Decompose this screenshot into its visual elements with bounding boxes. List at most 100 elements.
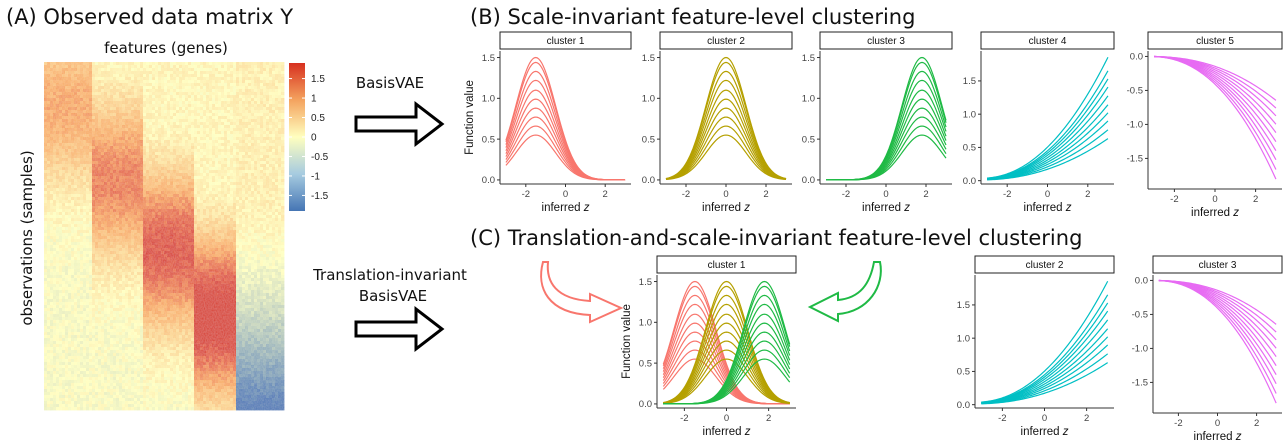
heatmap-cell <box>110 113 114 117</box>
heatmap-cell <box>65 65 69 69</box>
heatmap-cell <box>203 188 207 192</box>
heatmap-cell <box>125 80 129 84</box>
heatmap-cell <box>98 185 102 189</box>
heatmap-cell <box>71 143 75 147</box>
heatmap-cell <box>230 203 234 207</box>
heatmap-cell <box>44 212 48 216</box>
heatmap-cell <box>59 107 63 111</box>
heatmap-cell <box>113 197 117 201</box>
heatmap-cell <box>62 146 66 150</box>
heatmap-cell <box>65 68 69 72</box>
heatmap-cell <box>191 242 195 246</box>
heatmap-cell <box>200 224 204 228</box>
heatmap-cell <box>191 212 195 216</box>
heatmap-cell <box>98 68 102 72</box>
heatmap-cell <box>245 71 249 75</box>
heatmap-cell <box>221 143 225 147</box>
heatmap-cell <box>218 173 222 177</box>
heatmap-cell <box>86 149 90 153</box>
heatmap-cell <box>155 104 159 108</box>
heatmap-cell <box>80 80 84 84</box>
heatmap-cell <box>218 107 222 111</box>
heatmap-cell <box>254 128 258 132</box>
heatmap-cell <box>62 188 66 192</box>
heatmap-cell <box>167 83 171 87</box>
heatmap-cell <box>194 83 198 87</box>
heatmap-cell <box>131 134 135 138</box>
heatmap-cell <box>164 68 168 72</box>
heatmap-cell <box>179 89 183 93</box>
heatmap-cell <box>200 92 204 96</box>
heatmap-cell <box>44 170 48 174</box>
heatmap-cell <box>203 119 207 123</box>
heatmap-cell <box>209 230 213 234</box>
heatmap-cell <box>116 218 120 222</box>
heatmap-cell <box>134 77 138 81</box>
heatmap-cell <box>209 233 213 237</box>
heatmap-cell <box>134 245 138 249</box>
heatmap-cell <box>74 143 78 147</box>
heatmap-cell <box>62 161 66 165</box>
heatmap-cell <box>71 155 75 159</box>
heatmap-cell <box>170 131 174 135</box>
heatmap-cell <box>185 182 189 186</box>
heatmap-cell <box>77 116 81 120</box>
heatmap-cell <box>239 161 243 165</box>
heatmap-cell <box>164 242 168 246</box>
heatmap-cell <box>68 134 72 138</box>
heatmap-cell <box>260 182 264 186</box>
heatmap-cell <box>113 74 117 78</box>
heatmap-cell <box>50 119 54 123</box>
heatmap-cell <box>236 236 240 240</box>
heatmap-cell <box>137 80 141 84</box>
heatmap-cell <box>152 197 156 201</box>
heatmap-cell <box>242 236 246 240</box>
heatmap-cell <box>218 101 222 105</box>
heatmap-cell <box>266 62 270 66</box>
heatmap-cell <box>257 149 261 153</box>
heatmap-cell <box>212 83 216 87</box>
heatmap-cell <box>227 185 231 189</box>
heatmap-cell <box>155 113 159 117</box>
heatmap-cell <box>260 113 264 117</box>
heatmap-cell <box>44 224 48 228</box>
heatmap-cell <box>203 92 207 96</box>
heatmap-cell <box>140 155 144 159</box>
heatmap-cell <box>125 176 129 180</box>
heatmap-cell <box>221 200 225 204</box>
heatmap-cell <box>179 74 183 78</box>
heatmap-cell <box>170 89 174 93</box>
heatmap-cell <box>110 140 114 144</box>
heatmap-cell <box>242 101 246 105</box>
heatmap-cell <box>134 176 138 180</box>
heatmap-cell <box>164 86 168 90</box>
heatmap-cell <box>59 119 63 123</box>
heatmap-cell <box>167 155 171 159</box>
heatmap-cell <box>218 98 222 102</box>
heatmap-cell <box>131 233 135 237</box>
heatmap-cell <box>281 74 285 78</box>
heatmap-cell <box>170 176 174 180</box>
heatmap-cell <box>194 215 198 219</box>
heatmap-cell <box>113 71 117 75</box>
heatmap-cell <box>80 188 84 192</box>
heatmap-cell <box>164 230 168 234</box>
heatmap-cell <box>116 200 120 204</box>
heatmap-cell <box>185 101 189 105</box>
heatmap-cell <box>146 164 150 168</box>
heatmap-cell <box>191 149 195 153</box>
heatmap-cell <box>179 215 183 219</box>
heatmap-cell <box>245 191 249 195</box>
heatmap-cell <box>206 83 210 87</box>
heatmap-cell <box>122 149 126 153</box>
heatmap-cell <box>74 77 78 81</box>
heatmap-cell <box>257 65 261 69</box>
heatmap-cell <box>59 203 63 207</box>
heatmap-cell <box>110 116 114 120</box>
heatmap-cell <box>200 176 204 180</box>
heatmap-cell <box>266 77 270 81</box>
heatmap-cell <box>122 209 126 213</box>
heatmap-cell <box>104 206 108 210</box>
heatmap-cell <box>146 173 150 177</box>
heatmap-cell <box>245 122 249 126</box>
